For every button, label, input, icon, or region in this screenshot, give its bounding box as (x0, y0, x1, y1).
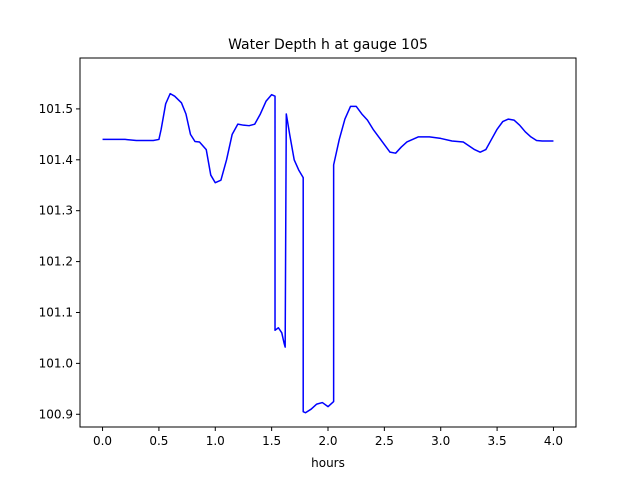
x-tick-label: 4.0 (544, 434, 563, 448)
y-tick-label: 101.5 (39, 102, 73, 116)
x-axis-label: hours (311, 456, 345, 470)
x-tick-label: 2.5 (375, 434, 394, 448)
x-tick-label: 1.5 (262, 434, 281, 448)
x-tick-label: 1.0 (206, 434, 225, 448)
y-tick-label: 101.4 (39, 153, 73, 167)
x-tick-label: 0.5 (149, 434, 168, 448)
x-axis: 0.0 0.5 1.0 1.5 2.0 2.5 3.0 3.5 4.0 (93, 427, 563, 448)
plot-area (102, 92, 554, 414)
y-tick-label: 101.0 (39, 356, 73, 370)
x-tick-label: 0.0 (93, 434, 112, 448)
series-line-0 (102, 92, 554, 414)
chart-title: Water Depth h at gauge 105 (228, 37, 428, 53)
y-tick-label: 100.9 (39, 407, 73, 421)
x-tick-label: 3.5 (488, 434, 507, 448)
y-axis: 100.9 101.0 101.1 101.2 101.3 101.4 101.5 (39, 102, 80, 421)
y-tick-label: 101.2 (39, 255, 73, 269)
y-tick-label: 101.1 (39, 305, 73, 319)
x-tick-label: 2.0 (318, 434, 337, 448)
y-tick-label: 101.3 (39, 204, 73, 218)
x-tick-label: 3.0 (431, 434, 450, 448)
